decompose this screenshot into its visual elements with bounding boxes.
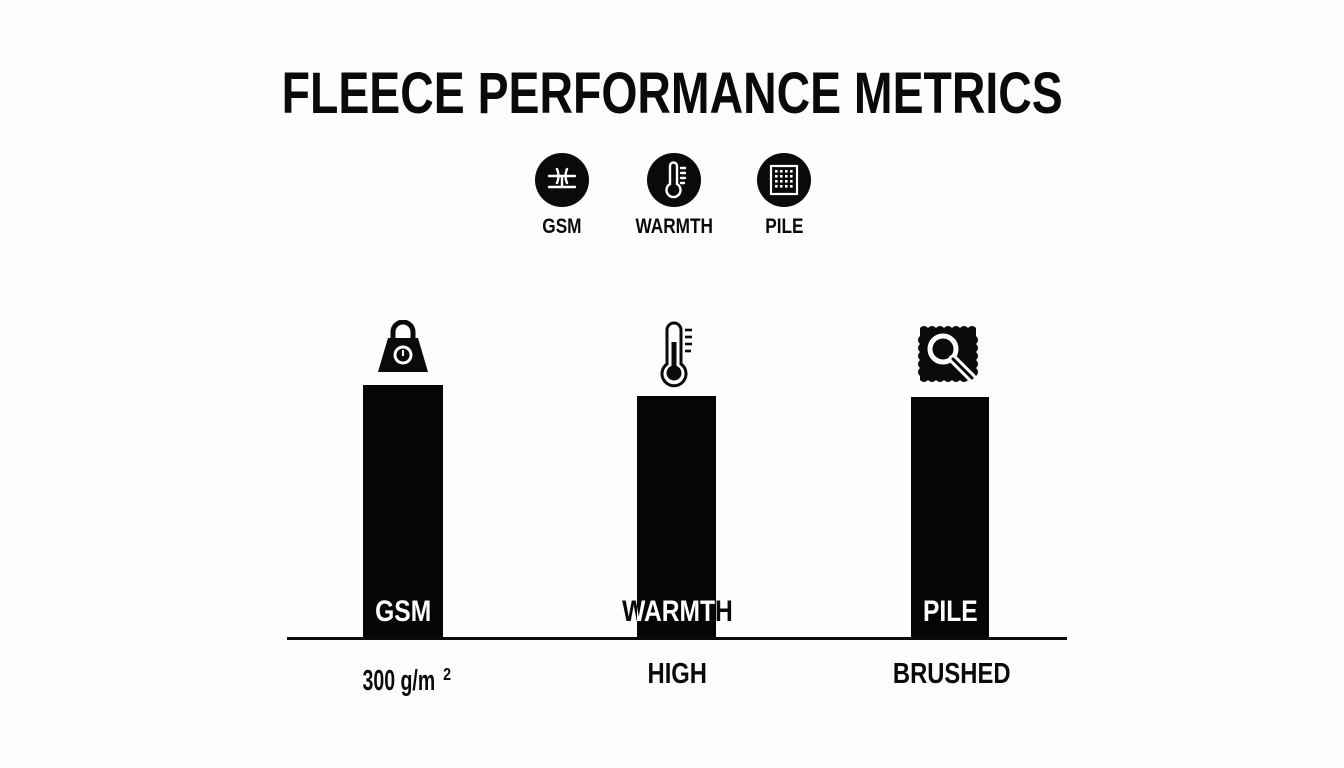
legend-item-gsm: GSM <box>502 153 622 239</box>
value-label-gsm: 300 g/m 2 <box>362 664 452 698</box>
fabric-weight-scale-icon <box>535 153 589 207</box>
legend-label: PILE <box>764 215 804 238</box>
legend-label: GSM <box>542 215 582 238</box>
bar-warmth <box>637 396 716 639</box>
bar-label-warmth: WARMTH WARMTH <box>621 595 733 628</box>
chart-title-text: FLEECE PERFORMANCE METRICS <box>281 61 1063 126</box>
pile-grid-icon <box>757 153 811 207</box>
value-label-pile: BRUSHED <box>893 658 1011 690</box>
legend-label: WARMTH <box>635 215 713 238</box>
bar-gsm <box>363 385 443 639</box>
bar-label-pile: PILE PILE <box>922 595 978 628</box>
x-axis-baseline <box>287 637 1067 640</box>
bar-pile <box>911 397 989 639</box>
thermometer-icon <box>647 153 701 207</box>
bar-label-gsm: GSM GSM <box>374 595 432 628</box>
weight-icon <box>374 319 432 379</box>
legend-item-pile: PILE <box>724 153 844 239</box>
legend-item-warmth: WARMTH <box>614 153 734 239</box>
magnifier-fabric-icon <box>918 322 984 391</box>
chart-title: FLEECE PERFORMANCE METRICS <box>0 62 1344 126</box>
thermometer-icon <box>658 320 698 393</box>
value-label-warmth: HIGH <box>647 658 707 690</box>
